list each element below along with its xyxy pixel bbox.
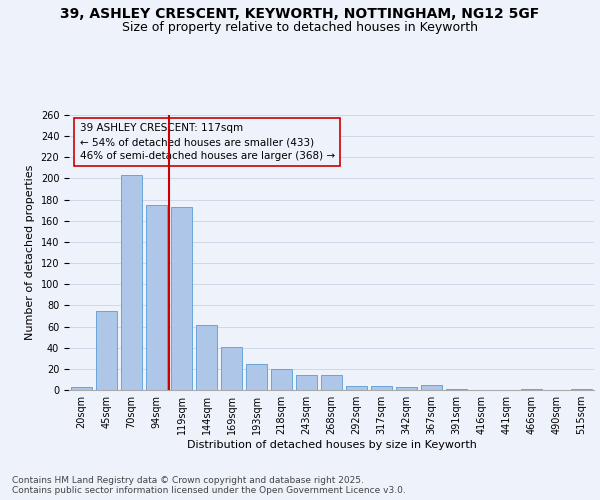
Text: Contains HM Land Registry data © Crown copyright and database right 2025.
Contai: Contains HM Land Registry data © Crown c… xyxy=(12,476,406,495)
Bar xyxy=(421,384,442,390)
Bar xyxy=(346,386,367,390)
Text: 39 ASHLEY CRESCENT: 117sqm
← 54% of detached houses are smaller (433)
46% of sem: 39 ASHLEY CRESCENT: 117sqm ← 54% of deta… xyxy=(79,123,335,161)
Text: 39, ASHLEY CRESCENT, KEYWORTH, NOTTINGHAM, NG12 5GF: 39, ASHLEY CRESCENT, KEYWORTH, NOTTINGHA… xyxy=(61,8,539,22)
Bar xyxy=(321,375,342,390)
Bar xyxy=(571,389,592,390)
Y-axis label: Number of detached properties: Number of detached properties xyxy=(25,165,35,340)
Bar xyxy=(71,387,92,390)
Bar xyxy=(446,389,467,390)
Bar xyxy=(396,387,417,390)
Bar xyxy=(121,176,142,390)
X-axis label: Distribution of detached houses by size in Keyworth: Distribution of detached houses by size … xyxy=(187,440,476,450)
Bar xyxy=(271,369,292,390)
Bar xyxy=(146,205,167,390)
Bar xyxy=(96,310,117,390)
Bar xyxy=(296,375,317,390)
Bar xyxy=(171,207,192,390)
Bar xyxy=(196,326,217,390)
Bar xyxy=(371,386,392,390)
Bar xyxy=(221,346,242,390)
Bar xyxy=(246,364,267,390)
Text: Size of property relative to detached houses in Keyworth: Size of property relative to detached ho… xyxy=(122,21,478,34)
Bar xyxy=(521,389,542,390)
